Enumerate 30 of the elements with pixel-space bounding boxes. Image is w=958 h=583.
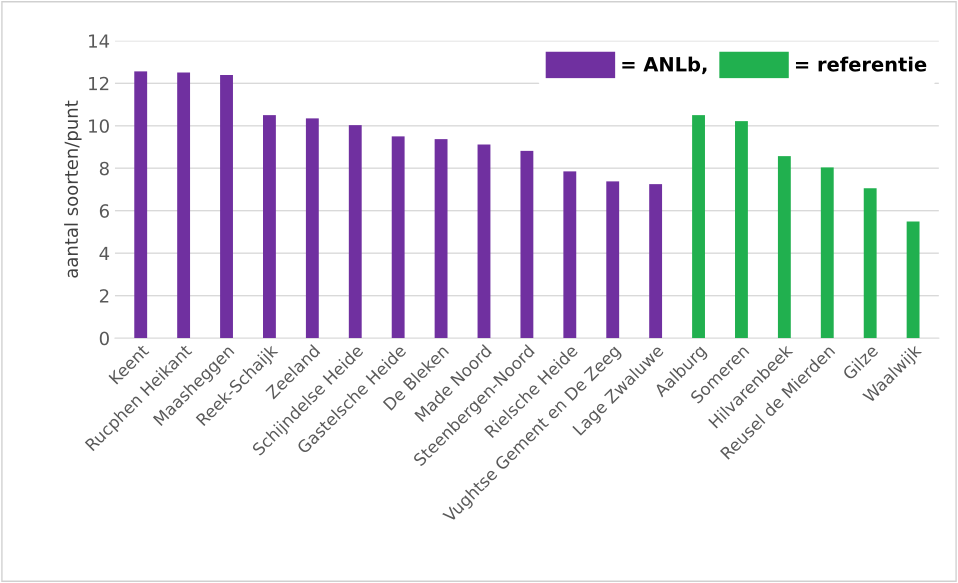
y-tick-label: 2: [100, 289, 108, 303]
bar: [864, 188, 877, 338]
bar: [434, 139, 448, 338]
bar: [649, 184, 662, 338]
bar: [478, 144, 490, 338]
bar: [606, 181, 620, 338]
legend-label: = ANLb,: [622, 56, 706, 74]
bar: [220, 75, 233, 338]
bar: [177, 72, 190, 338]
bar: [348, 125, 362, 338]
bar: [520, 150, 534, 338]
bar: [263, 115, 276, 338]
bar: [692, 115, 705, 338]
y-tick-label: 4: [99, 246, 110, 260]
bar: [563, 171, 576, 338]
bar: [906, 222, 920, 338]
y-tick-label: 0: [100, 332, 109, 346]
y-tick-label: 14: [89, 34, 110, 48]
bar: [735, 121, 748, 338]
bar: [820, 167, 834, 338]
bar: [306, 118, 319, 338]
bar: [392, 136, 405, 338]
y-tick-label: 12: [89, 76, 108, 90]
bar: [778, 156, 791, 338]
y-tick-label: 6: [100, 204, 109, 218]
y-tick-label: 10: [89, 119, 109, 133]
bar: [134, 71, 148, 338]
y-tick-label: 8: [100, 162, 109, 176]
legend-label: = referentie: [796, 56, 926, 72]
y-axis-title: aantal soorten/punt: [64, 100, 82, 278]
